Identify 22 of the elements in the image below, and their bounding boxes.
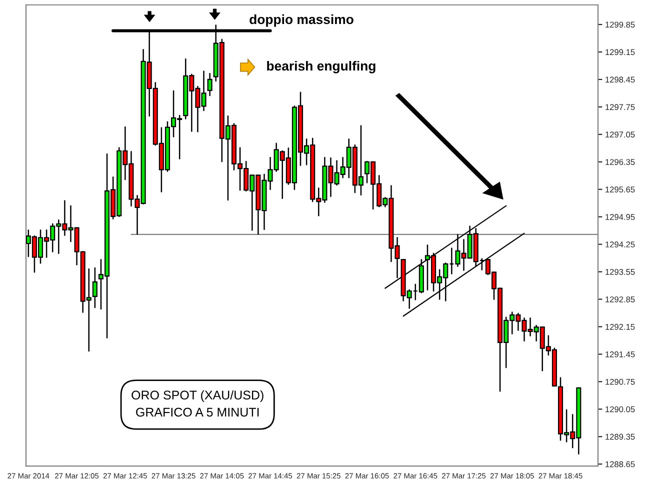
y-tick-label: 1299.85 [606,22,635,28]
annotation: ORO SPOT (XAU/USD) GRAFICO A 5 MINUTI [132,390,264,417]
y-tick-label: 1290.05 [606,406,635,412]
y-tick-label: 1297.75 [606,104,635,110]
annotation: bearish engulfing [267,60,376,74]
y-tick-label: 1299.15 [606,49,635,56]
y-tick-label: 1294.95 [606,214,635,220]
y-tick-label: 1292.85 [606,296,635,302]
annotation: doppio massimo [250,14,354,27]
y-tick-label: 1289.35 [606,434,635,440]
candlestick [207,72,212,96]
y-tick-label: 1298.45 [606,76,635,83]
y-tick-label: 1295.65 [606,186,635,192]
y-tick-label: 1292.15 [606,324,635,330]
y-tick-label: 1293.55 [606,268,635,275]
y-tick-label: 1296.35 [606,159,635,165]
y-tick-label: 1294.25 [606,241,635,248]
y-tick-label: 1288.65 [606,461,635,468]
y-tick-label: 1290.75 [606,378,635,385]
y-tick-label: 1291.45 [606,351,635,358]
candlestick [92,267,98,308]
y-tick-label: 1297.05 [606,132,635,138]
